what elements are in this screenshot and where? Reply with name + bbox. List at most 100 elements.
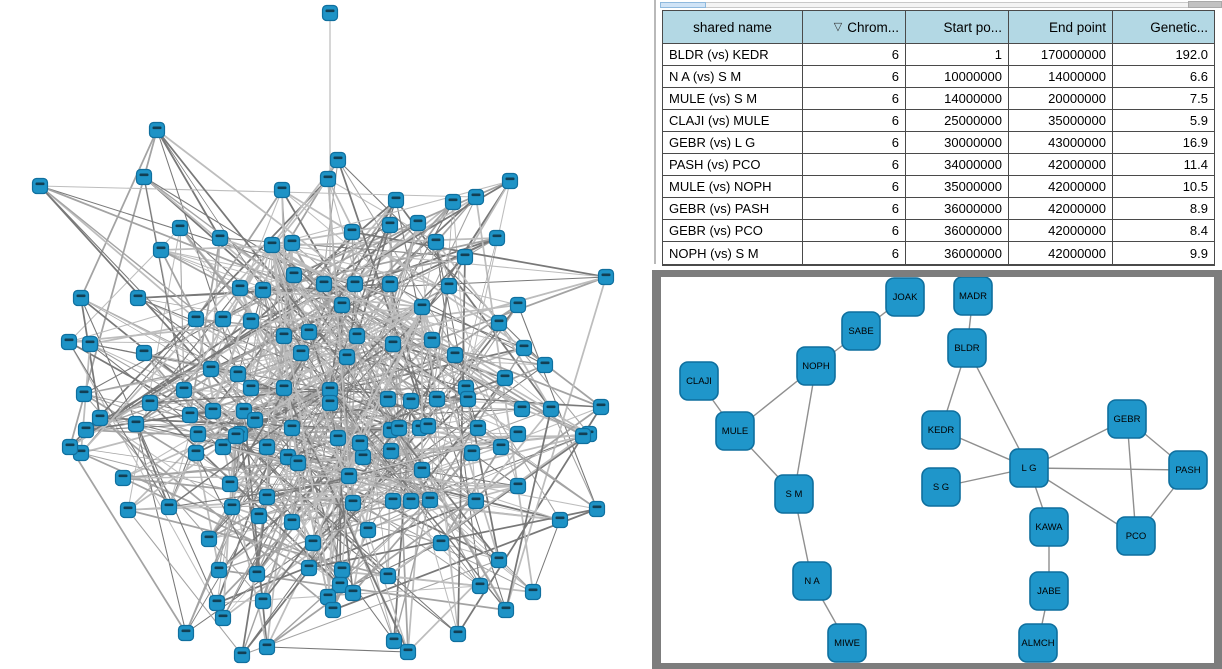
table-cell[interactable]: 42000000	[1009, 220, 1113, 242]
table-row[interactable]: BLDR (vs) KEDR 6 1 170000000 192.0	[663, 44, 1214, 66]
network-node[interactable]	[467, 188, 485, 206]
network-node[interactable]	[233, 646, 251, 664]
table-cell[interactable]: 9.9	[1113, 242, 1214, 264]
network-node[interactable]	[246, 411, 264, 429]
table-cell[interactable]: GEBR (vs) PCO	[663, 220, 803, 242]
network-node[interactable]	[258, 488, 276, 506]
network-node[interactable]	[321, 394, 339, 412]
table-cell[interactable]: 42000000	[1009, 176, 1113, 198]
table-cell[interactable]: N A (vs) S M	[663, 66, 803, 88]
subnetwork-canvas[interactable]: JOAK MADR SABE BLDR NOPH CLAJI KEDR MULE GEBR L G…	[661, 277, 1214, 663]
network-node[interactable]	[152, 241, 170, 259]
network-node[interactable]	[419, 417, 437, 435]
network-node[interactable]	[384, 335, 402, 353]
network-node[interactable]	[248, 565, 266, 583]
network-node[interactable]	[258, 638, 276, 656]
network-node[interactable]	[354, 448, 372, 466]
network-node[interactable]	[324, 601, 342, 619]
network-node[interactable]	[402, 492, 420, 510]
network-node[interactable]	[181, 406, 199, 424]
network-node[interactable]	[333, 296, 351, 314]
network-node[interactable]	[300, 559, 318, 577]
network-node[interactable]	[75, 385, 93, 403]
network-node[interactable]	[509, 296, 527, 314]
network-node[interactable]	[127, 415, 145, 433]
table-row[interactable]: GEBR (vs) L G 6 30000000 43000000 16.9	[663, 132, 1214, 154]
network-node[interactable]	[200, 530, 218, 548]
column-header-genetic[interactable]: Genetic...	[1113, 11, 1214, 44]
network-node[interactable]	[467, 492, 485, 510]
table-cell[interactable]: 10000000	[906, 66, 1009, 88]
network-node[interactable]	[254, 592, 272, 610]
network-node[interactable]	[189, 425, 207, 443]
network-node[interactable]	[348, 327, 366, 345]
network-node[interactable]	[187, 444, 205, 462]
table-cell[interactable]: 6	[803, 110, 906, 132]
network-node[interactable]	[60, 333, 78, 351]
table-cell[interactable]: CLAJI (vs) MULE	[663, 110, 803, 132]
network-node[interactable]	[492, 438, 510, 456]
network-node[interactable]	[331, 576, 349, 594]
network-node[interactable]	[321, 4, 339, 22]
table-cell[interactable]: GEBR (vs) L G	[663, 132, 803, 154]
table-cell[interactable]: PASH (vs) PCO	[663, 154, 803, 176]
table-row[interactable]: CLAJI (vs) MULE 6 25000000 35000000 5.9	[663, 110, 1214, 132]
network-node[interactable]	[208, 594, 226, 612]
network-node[interactable]	[551, 511, 569, 529]
network-node-pco[interactable]: PCO	[1116, 516, 1156, 556]
network-node[interactable]	[446, 346, 464, 364]
table-cell[interactable]: 6	[803, 242, 906, 264]
table-cell[interactable]: 10.5	[1113, 176, 1214, 198]
network-node-kedr[interactable]: KEDR	[921, 410, 961, 450]
network-node[interactable]	[321, 381, 339, 399]
network-node-madr[interactable]: MADR	[953, 277, 993, 316]
main-network-canvas[interactable]	[0, 0, 652, 669]
network-node[interactable]	[160, 498, 178, 516]
network-node[interactable]	[384, 492, 402, 510]
column-header-endpoint[interactable]: End point	[1009, 11, 1113, 44]
network-node[interactable]	[300, 323, 318, 341]
network-node[interactable]	[381, 275, 399, 293]
network-node[interactable]	[496, 369, 514, 387]
network-node-gebr[interactable]: GEBR	[1107, 399, 1147, 439]
network-node[interactable]	[501, 172, 519, 190]
network-node[interactable]	[202, 360, 220, 378]
network-node[interactable]	[211, 229, 229, 247]
network-node[interactable]	[597, 268, 615, 286]
table-cell[interactable]: 25000000	[906, 110, 1009, 132]
network-node[interactable]	[242, 379, 260, 397]
network-node[interactable]	[148, 121, 166, 139]
network-node[interactable]	[72, 289, 90, 307]
network-node[interactable]	[304, 534, 322, 552]
network-node[interactable]	[542, 400, 560, 418]
network-node[interactable]	[351, 434, 369, 452]
network-node[interactable]	[61, 438, 79, 456]
table-cell[interactable]: 36000000	[906, 198, 1009, 220]
table-cell[interactable]: 34000000	[906, 154, 1009, 176]
network-node[interactable]	[273, 181, 291, 199]
network-node[interactable]	[440, 277, 458, 295]
column-header-chrom[interactable]: ▽ Chrom...	[803, 11, 906, 44]
filter-icon[interactable]: ▽	[833, 20, 843, 33]
network-node[interactable]	[338, 348, 356, 366]
table-cell[interactable]: 36000000	[906, 242, 1009, 264]
table-cell[interactable]: 35000000	[1009, 110, 1113, 132]
network-node[interactable]	[379, 390, 397, 408]
network-node[interactable]	[387, 191, 405, 209]
table-cell[interactable]: 16.9	[1113, 132, 1214, 154]
network-node[interactable]	[221, 475, 239, 493]
network-node[interactable]	[490, 314, 508, 332]
network-node[interactable]	[469, 419, 487, 437]
network-node[interactable]	[283, 234, 301, 252]
network-node[interactable]	[385, 632, 403, 650]
network-node[interactable]	[497, 601, 515, 619]
network-node[interactable]	[135, 168, 153, 186]
network-node[interactable]	[459, 390, 477, 408]
network-node-sg[interactable]: S G	[921, 467, 961, 507]
network-node-kawa[interactable]: KAWA	[1029, 507, 1069, 547]
network-node[interactable]	[175, 381, 193, 399]
table-cell[interactable]: 6	[803, 198, 906, 220]
network-node[interactable]	[275, 327, 293, 345]
network-node[interactable]	[536, 356, 554, 374]
network-edge[interactable]	[1028, 467, 1189, 471]
